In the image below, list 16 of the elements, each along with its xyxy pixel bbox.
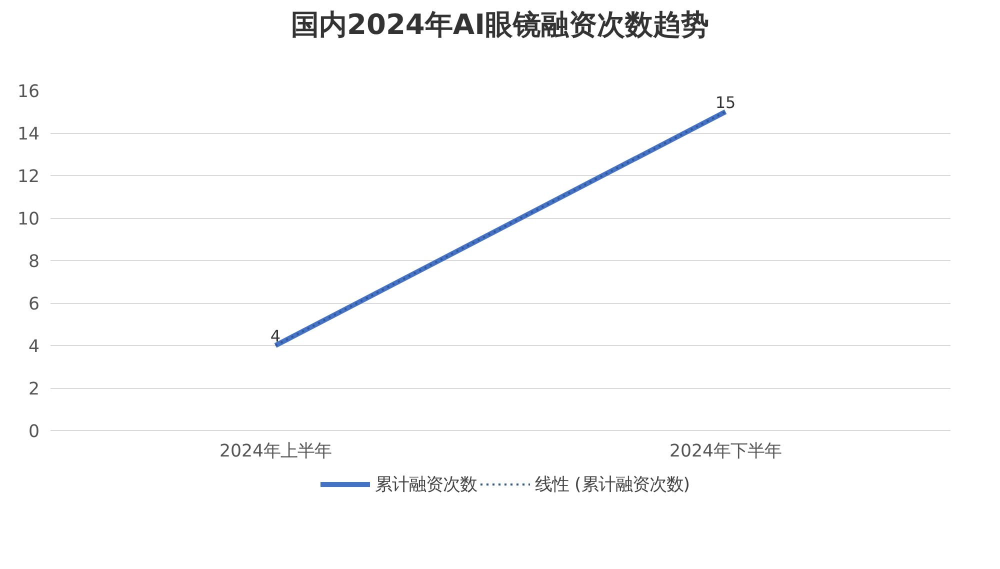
legend-label: 线性 (累计融资次数) <box>534 474 690 496</box>
y-tick-label: 16 <box>17 82 40 102</box>
x-tick-label: 2024年上半年 <box>219 442 332 462</box>
y-tick-label: 10 <box>17 210 40 230</box>
y-tick-label: 2 <box>28 380 40 400</box>
y-tick-label: 14 <box>17 124 40 144</box>
y-tick-label: 12 <box>17 167 40 187</box>
y-tick-label: 6 <box>28 294 40 314</box>
y-tick-label: 8 <box>28 252 40 272</box>
chart-title: 国内2024年AI眼镜融资次数趋势 <box>290 7 710 43</box>
legend-label: 累计融资次数 <box>374 474 477 496</box>
data-label: 4 <box>270 326 281 346</box>
x-tick-label: 2024年下半年 <box>669 442 782 462</box>
y-tick-label: 4 <box>28 337 40 357</box>
data-label: 15 <box>715 92 736 112</box>
y-tick-label: 0 <box>28 422 40 442</box>
